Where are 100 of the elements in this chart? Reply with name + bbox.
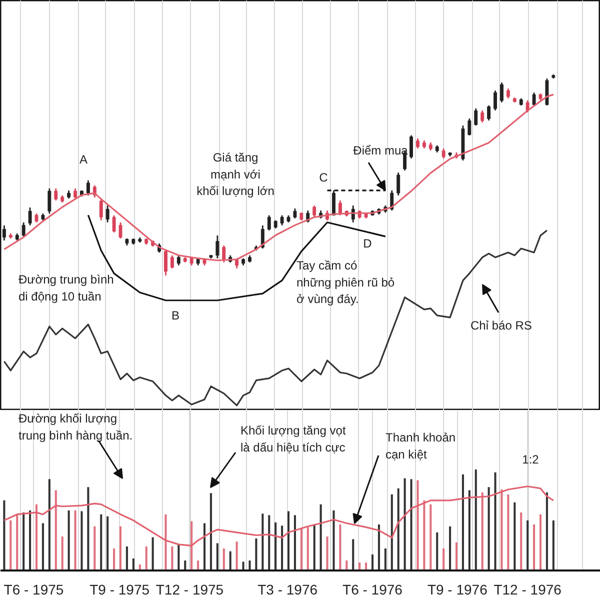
bar bbox=[468, 490, 470, 570]
bar bbox=[22, 512, 25, 570]
bar bbox=[533, 524, 536, 570]
bar bbox=[35, 504, 38, 570]
bar bbox=[274, 522, 277, 570]
candlestick bbox=[416, 138, 420, 150]
bar bbox=[397, 488, 400, 570]
bar bbox=[29, 510, 32, 570]
bar bbox=[210, 493, 212, 570]
bar bbox=[229, 551, 232, 570]
bar bbox=[113, 548, 116, 570]
bar bbox=[416, 480, 419, 570]
text: B bbox=[172, 308, 180, 322]
candlestick bbox=[170, 254, 174, 270]
bar bbox=[552, 520, 554, 570]
bar bbox=[462, 474, 464, 570]
bar bbox=[236, 542, 238, 570]
x-tick-label: T12 - 1976 bbox=[494, 582, 562, 598]
bar bbox=[326, 536, 328, 570]
bar bbox=[152, 537, 154, 570]
bar bbox=[494, 472, 496, 570]
bar bbox=[10, 520, 12, 570]
bar bbox=[3, 500, 6, 570]
x-tick-label: T3 - 1976 bbox=[258, 582, 318, 598]
bar bbox=[119, 526, 122, 570]
bar bbox=[16, 514, 18, 570]
bar bbox=[100, 514, 102, 570]
bar bbox=[87, 487, 90, 570]
candlestick bbox=[28, 206, 32, 226]
bar bbox=[126, 546, 128, 570]
candlestick bbox=[176, 254, 180, 266]
bar bbox=[423, 500, 426, 570]
candlestick bbox=[410, 134, 413, 160]
candlestick bbox=[532, 92, 536, 106]
x-tick-label: T9 - 1976 bbox=[427, 582, 488, 598]
bar bbox=[488, 487, 490, 570]
text: Thanh khoản cạn kiệt bbox=[386, 430, 456, 462]
annotation: A bbox=[80, 152, 88, 166]
bar bbox=[132, 558, 134, 570]
annotation: Giá tăng mạnh với khối lượng lớn bbox=[196, 150, 274, 198]
annotation: Tay cầm có những phiên rũ bỏ ở vùng đáy. bbox=[296, 258, 395, 306]
bar bbox=[410, 479, 412, 570]
candlestick bbox=[338, 200, 342, 216]
bar bbox=[281, 526, 284, 570]
bar bbox=[371, 554, 374, 570]
candlestick bbox=[106, 204, 110, 224]
candlestick bbox=[312, 204, 316, 218]
bar bbox=[178, 544, 180, 570]
candlestick bbox=[487, 104, 491, 122]
bar bbox=[449, 526, 452, 570]
annotation: C bbox=[319, 170, 328, 184]
bar bbox=[42, 523, 44, 570]
candlestick bbox=[48, 188, 52, 214]
bar bbox=[48, 479, 50, 570]
bar bbox=[507, 494, 510, 570]
bar bbox=[216, 543, 218, 570]
candlestick bbox=[86, 180, 90, 196]
candlestick bbox=[500, 82, 504, 104]
candlestick bbox=[216, 234, 220, 260]
candlestick bbox=[506, 88, 510, 100]
bar bbox=[352, 539, 354, 570]
bar bbox=[222, 548, 225, 570]
bar bbox=[287, 511, 290, 570]
bar bbox=[539, 514, 542, 570]
bar bbox=[332, 510, 335, 570]
bar bbox=[436, 532, 438, 570]
bar bbox=[203, 523, 206, 570]
bar bbox=[514, 502, 516, 570]
bar bbox=[306, 527, 309, 570]
x-tick-label: T6 - 1976 bbox=[342, 582, 403, 598]
bar bbox=[520, 512, 522, 570]
annotation: D bbox=[363, 236, 372, 250]
candlestick bbox=[332, 190, 336, 216]
bar bbox=[164, 514, 167, 570]
candlestick bbox=[480, 110, 484, 124]
candlestick bbox=[494, 90, 497, 112]
candlestick bbox=[99, 198, 103, 222]
bar bbox=[481, 492, 484, 570]
candlestick bbox=[118, 222, 122, 240]
candlestick bbox=[474, 108, 478, 126]
bar bbox=[190, 521, 193, 570]
bar bbox=[404, 478, 406, 570]
candlestick bbox=[468, 118, 472, 136]
bar bbox=[430, 504, 432, 570]
bar bbox=[255, 538, 258, 570]
text: Khối lượng tăng vọt là dấu hiệu tích cực bbox=[240, 424, 346, 454]
text: Đường khối lượng trung bình hàng tuần. bbox=[18, 412, 133, 442]
x-tick-label: T9 - 1975 bbox=[90, 582, 150, 598]
bar bbox=[455, 542, 458, 570]
candlestick bbox=[267, 214, 271, 232]
bar bbox=[145, 546, 148, 570]
bar bbox=[80, 511, 83, 570]
bar bbox=[106, 516, 109, 570]
candlestick bbox=[396, 172, 400, 196]
bar bbox=[294, 515, 296, 570]
candlestick bbox=[442, 148, 446, 160]
bar bbox=[54, 490, 57, 570]
candlestick bbox=[280, 214, 284, 226]
bar bbox=[474, 470, 477, 570]
candlestick bbox=[293, 208, 297, 220]
